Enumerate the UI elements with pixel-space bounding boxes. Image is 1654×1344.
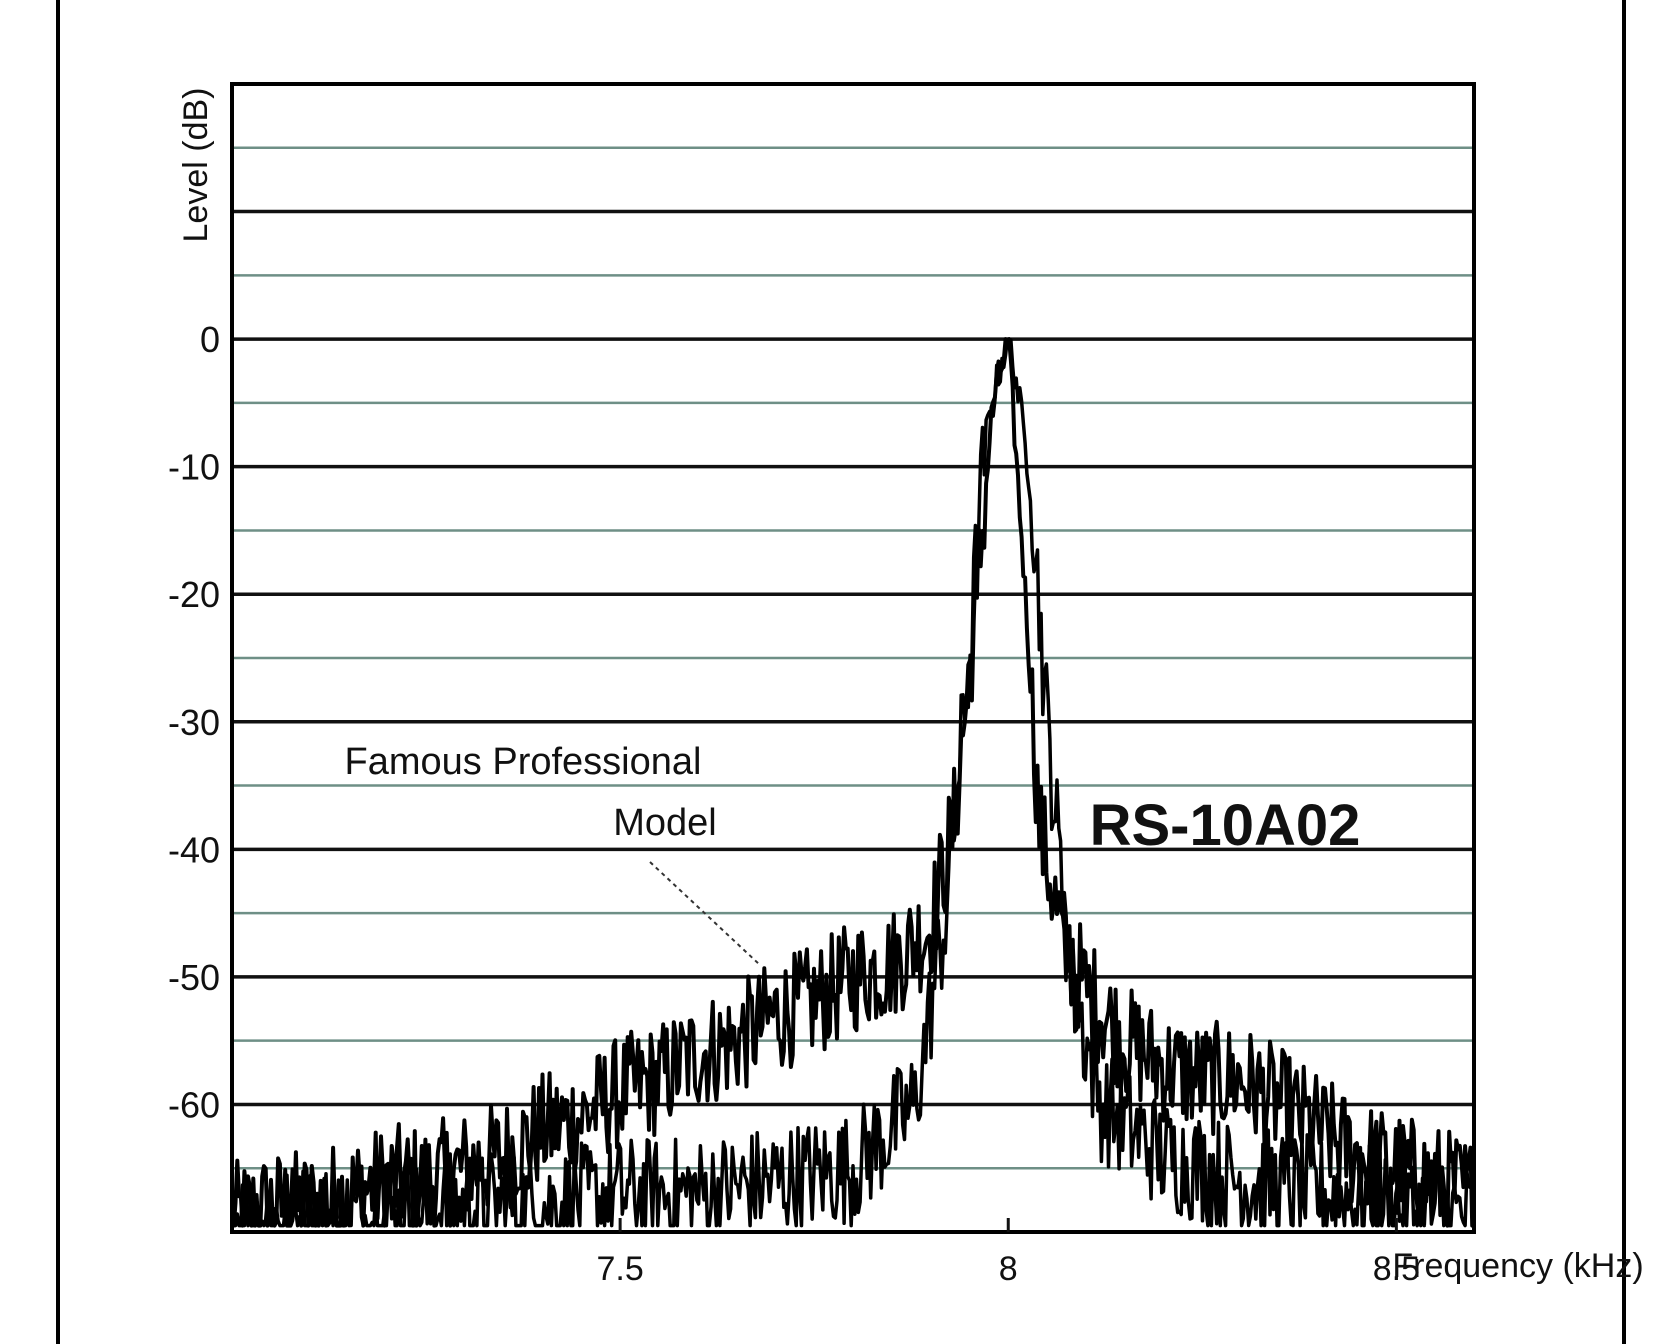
y-tick-label: -30 xyxy=(168,702,220,743)
annotation-famous-line2: Model xyxy=(613,802,717,844)
y-tick-label: -50 xyxy=(168,957,220,998)
plot-area xyxy=(230,82,1476,1234)
y-tick-label: -20 xyxy=(168,574,220,615)
y-tick-label: -60 xyxy=(168,1084,220,1125)
x-tick-label: 8 xyxy=(999,1250,1018,1288)
x-axis-label: Frequency (kHz) xyxy=(1392,1247,1643,1285)
y-tick-label: -40 xyxy=(168,829,220,870)
x-tick-label: 8.5 xyxy=(1373,1250,1420,1288)
y-tick-label: 0 xyxy=(200,319,220,360)
y-axis-label: Level (dB) xyxy=(177,88,215,243)
annotation-famous-line1: Famous Professional xyxy=(345,741,702,783)
x-tick-labels: 7.5 8 8.5 xyxy=(596,1218,1420,1288)
grid-layer xyxy=(232,146,1474,1170)
y-tick-labels: 0 -10 -20 -30 -40 -50 -60 xyxy=(168,319,220,1125)
y-tick-label: -10 xyxy=(168,447,220,488)
x-tick-label: 7.5 xyxy=(596,1250,643,1288)
annotation-rs10a02: RS-10A02 xyxy=(1090,793,1361,858)
series-layer xyxy=(230,337,1476,1228)
series-line-rs-10a02 xyxy=(230,337,1476,1228)
annotation-pointer xyxy=(649,861,761,966)
series-line-famous-professional-model xyxy=(230,337,1475,1228)
